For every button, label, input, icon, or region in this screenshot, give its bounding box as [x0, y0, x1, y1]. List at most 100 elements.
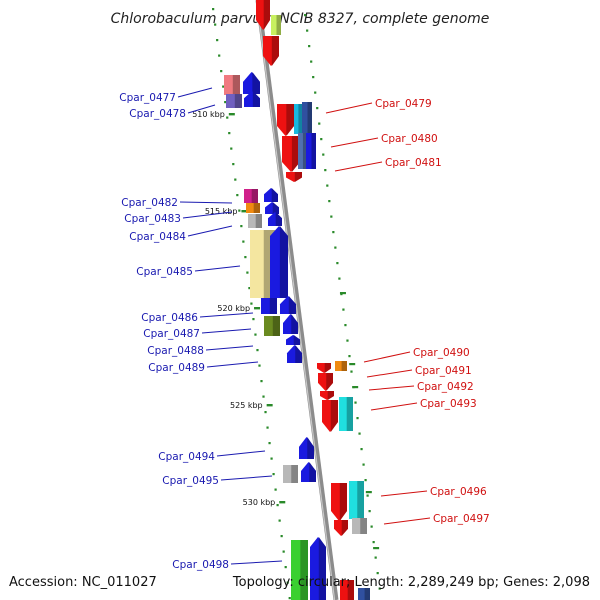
gene-shade: [311, 133, 316, 169]
gene-label-cpar-0487: Cpar_0487: [143, 328, 200, 340]
gc-dot: [308, 45, 311, 48]
gene-label-cpar-0482: Cpar_0482: [121, 197, 178, 209]
gene-shade: [302, 133, 307, 169]
gene-shade: [324, 363, 331, 373]
gc-dot: [328, 200, 331, 203]
leader-line: [179, 201, 233, 204]
leader-line: [363, 351, 411, 363]
gene-cpar-0497: [334, 520, 348, 536]
scale-label: 530 kbp: [243, 498, 276, 507]
map-title: Chlorobaculum parvum NCIB 8327, complete…: [111, 11, 490, 27]
gc-dot: [250, 302, 253, 305]
gc-dot: [276, 504, 279, 507]
gc-dot: [220, 70, 223, 73]
gc-dot: [366, 494, 369, 497]
gc-dot: [262, 395, 265, 398]
features-layer: [224, 0, 370, 600]
gc-dot: [278, 519, 281, 522]
gene-label-cpar-0485: Cpar_0485: [136, 266, 193, 278]
gene-shade: [293, 335, 300, 345]
gene-shade: [279, 226, 288, 298]
gene-cpar-0493: [322, 400, 338, 432]
gc-dot: [240, 225, 243, 228]
gene-shade: [364, 588, 370, 600]
leader-line: [366, 369, 413, 378]
topology-summary-text: Topology: circular; Length: 2,289,249 bp…: [232, 575, 590, 590]
gc-dot: [226, 116, 229, 119]
gc-dot: [236, 194, 239, 197]
gene-label-cpar-0477: Cpar_0477: [119, 92, 176, 104]
gene-cpar-0486: [261, 298, 277, 314]
leader-line: [206, 361, 259, 368]
gene-shade: [341, 520, 348, 536]
gc-dot: [232, 163, 235, 166]
gc-dot: [310, 60, 313, 63]
gene-cpar-0479: [277, 104, 294, 136]
gc-dot: [320, 138, 323, 141]
gene-label-cpar-0480: Cpar_0480: [381, 133, 438, 145]
gc-dot: [248, 287, 251, 290]
gene-shade: [263, 0, 270, 30]
gc-dot: [344, 324, 347, 327]
gc-dot: [260, 380, 263, 383]
gene-shade: [253, 203, 260, 213]
gene-shade: [291, 465, 298, 483]
kbp-ticks-layer: 510 kbp 515 kbp 520 kbp 525 kbp 530 kbp: [192, 110, 286, 507]
gene-cpar-0490: [335, 361, 347, 371]
gc-dot: [212, 8, 215, 11]
gc-dot: [316, 107, 319, 110]
gene-shade: [286, 104, 294, 136]
gene-shade: [300, 540, 308, 600]
gene-shade: [360, 518, 367, 534]
gc-dot: [370, 525, 373, 528]
gc-dot: [322, 153, 325, 156]
gc-dot: [244, 256, 247, 259]
gene-shade: [251, 189, 258, 203]
gene-cpar-0483: [246, 203, 260, 213]
gc-dot: [242, 240, 245, 243]
gc-dot: [304, 14, 307, 17]
gene-cpar-0496: [331, 483, 347, 521]
gene-cpar-0482: [244, 189, 258, 203]
gene-cpar-0484-cds: [268, 212, 282, 226]
gene-cpar-0494: [299, 437, 314, 459]
leader-line: [201, 328, 252, 334]
scale-tick: [279, 501, 286, 504]
gc-dot: [234, 178, 237, 181]
gene-cpar-0477: [224, 75, 240, 95]
gene-top-partial-c: [263, 36, 279, 66]
leader-line: [230, 560, 283, 565]
scale-label: 515 kbp: [205, 207, 238, 216]
gene-shade: [271, 36, 279, 66]
gc-dot: [306, 29, 309, 32]
gene-cpar-0493-rna: [339, 397, 353, 431]
gc-dot: [286, 581, 289, 584]
gene-shade: [339, 483, 347, 521]
gene-cpar-0489: [287, 345, 302, 363]
gene-bottom-partial-b: [358, 588, 370, 600]
gene-shade: [234, 94, 242, 108]
gc-dot: [338, 277, 341, 280]
gc-dot: [252, 318, 255, 321]
gene-top-partial: [256, 0, 270, 30]
gene-cpar-0490-cds: [317, 363, 331, 373]
gene-shade: [341, 361, 347, 371]
labels-layer: Cpar_0477 Cpar_0478 Cpar_0482 Cpar_0483 Cpar…: [119, 87, 490, 571]
gene-label-cpar-0493: Cpar_0493: [420, 398, 477, 410]
gc-dot: [330, 215, 333, 218]
gene-label-cpar-0481: Cpar_0481: [385, 157, 442, 169]
gene-shade: [330, 400, 338, 432]
leader-line: [216, 450, 266, 457]
gene-cpar-0498-cds: [310, 537, 326, 600]
gc-dot: [258, 364, 261, 367]
gene-label-cpar-0498: Cpar_0498: [172, 559, 229, 571]
gene-top-partial-b: [271, 15, 281, 35]
scale-tick: [266, 404, 273, 407]
gc-dot: [348, 355, 351, 358]
gene-shade: [307, 437, 314, 459]
accession-text: Accession: NC_011027: [9, 575, 157, 590]
leader-line: [325, 102, 373, 114]
gene-cpar-0496-rna: [349, 481, 364, 519]
gc-dot: [314, 91, 317, 94]
